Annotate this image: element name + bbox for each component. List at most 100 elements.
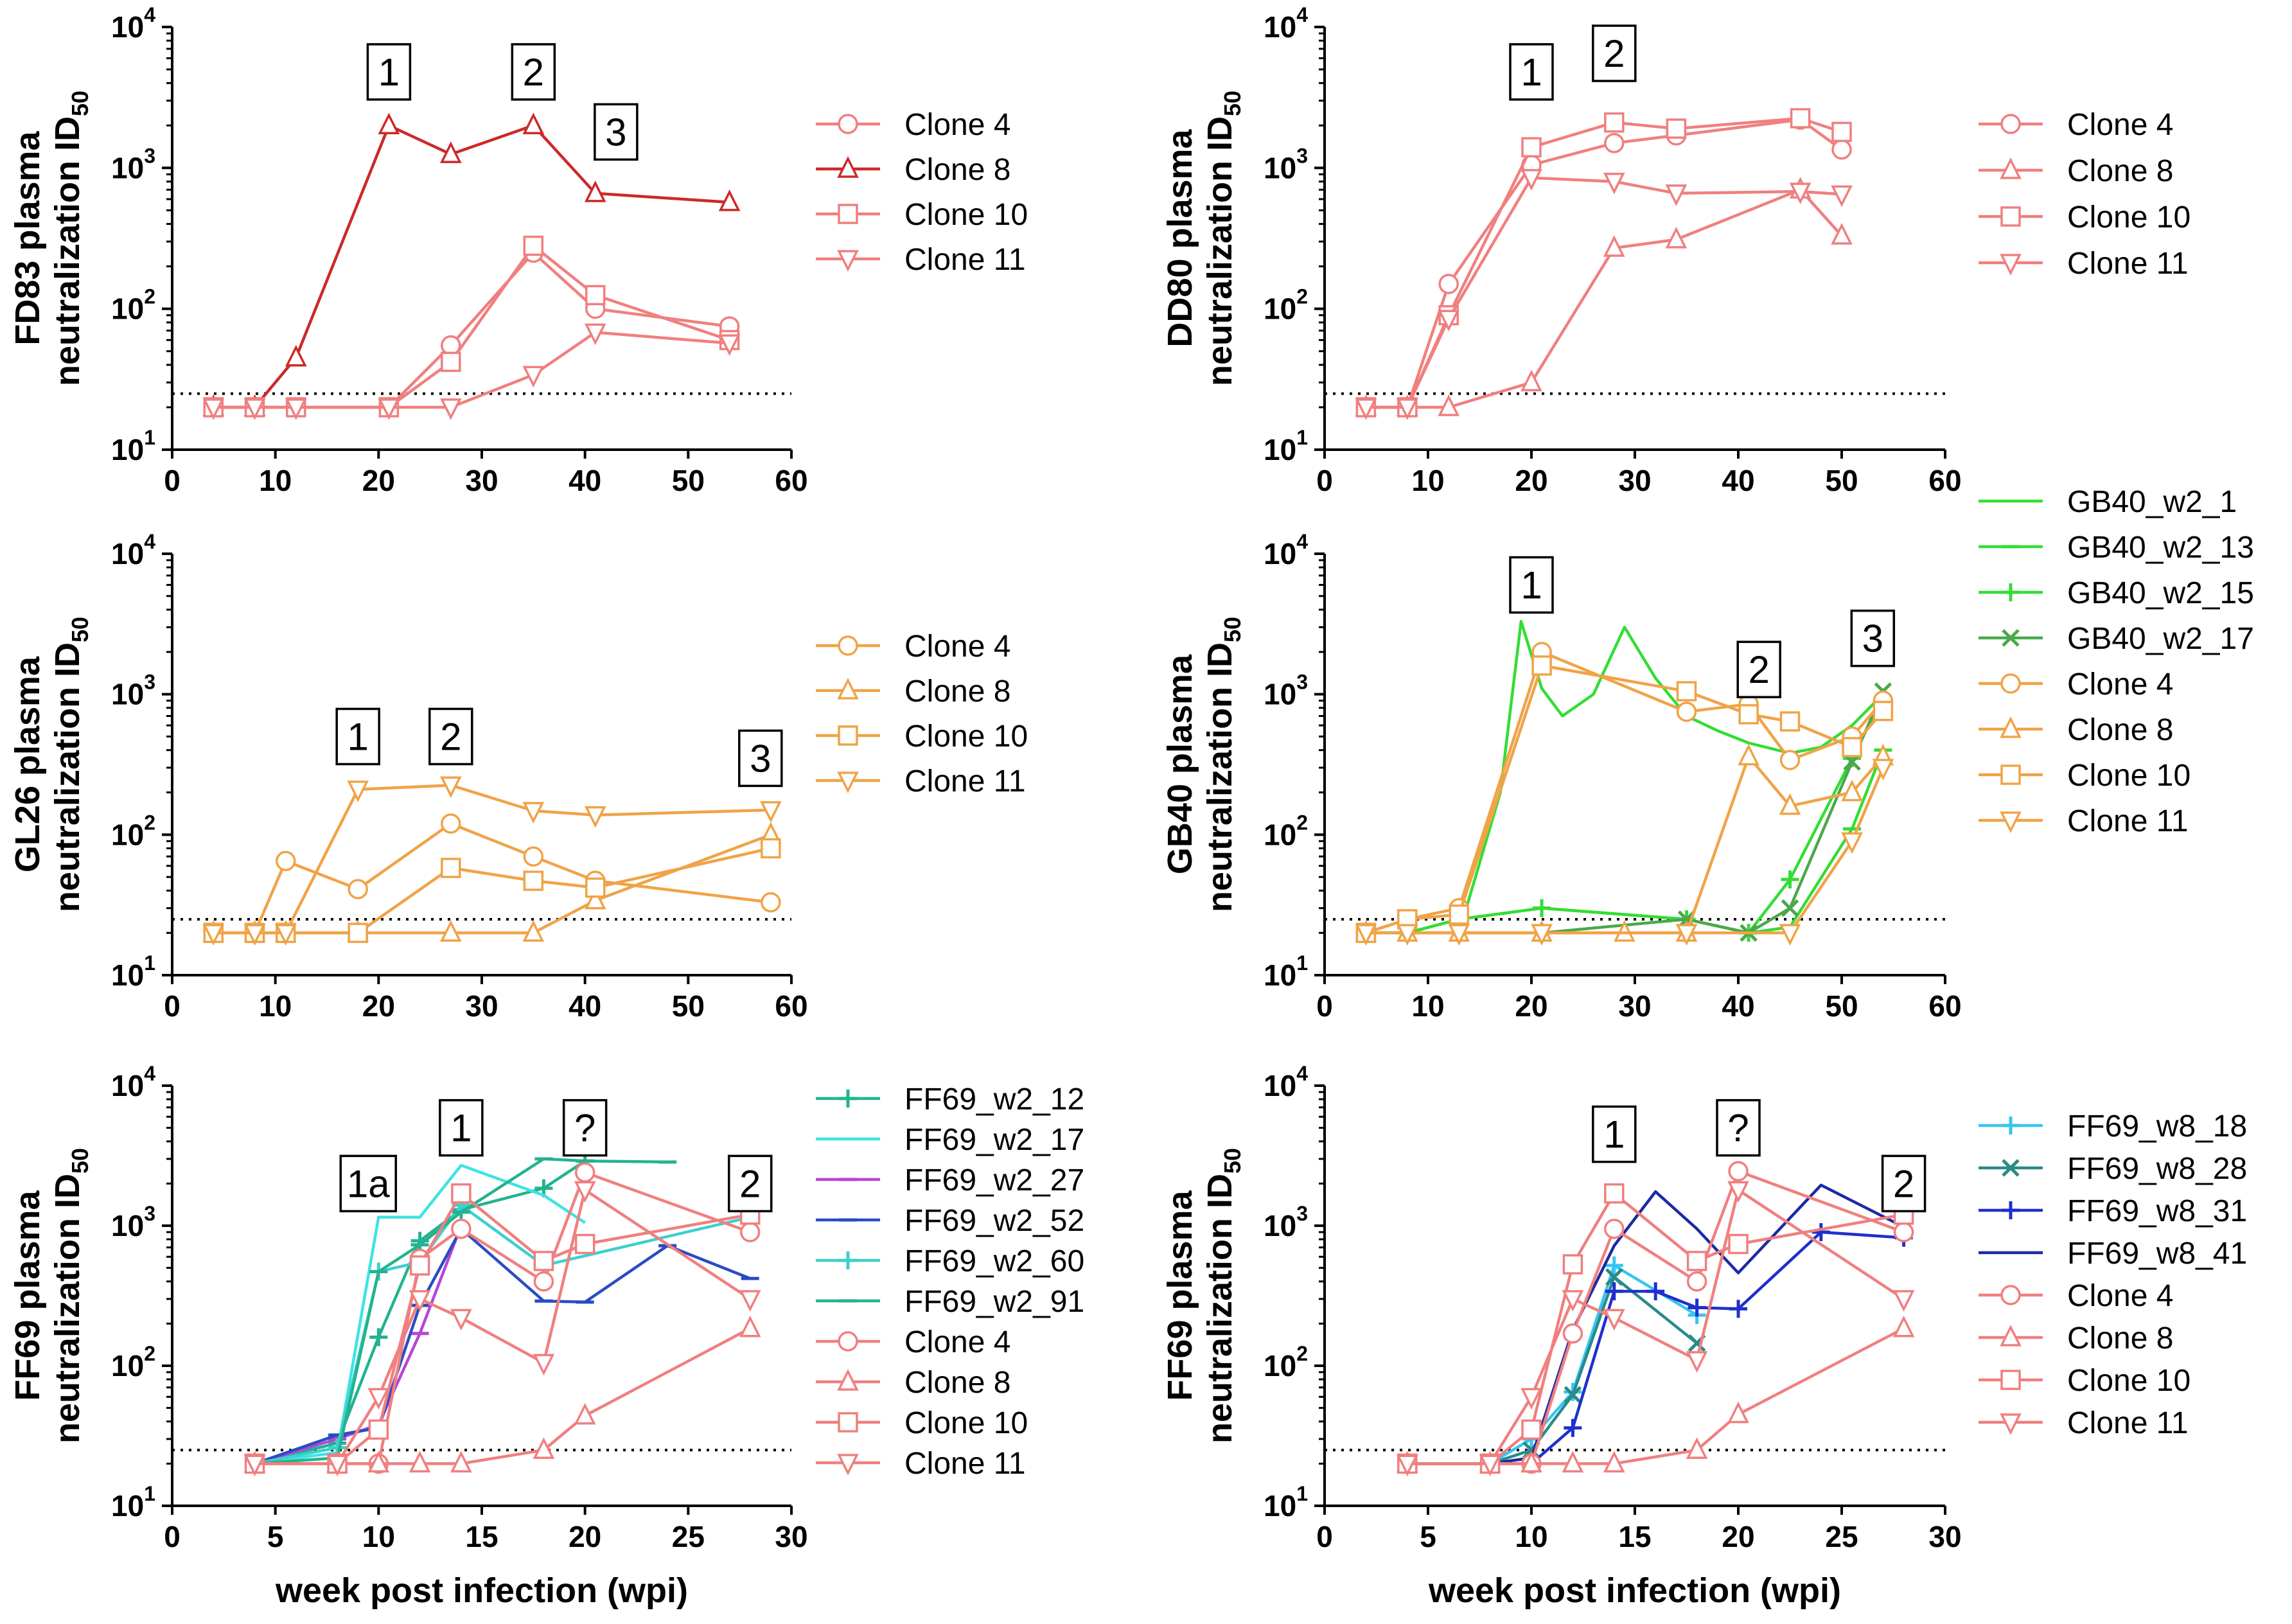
panel-ff69b: 0 5 10 15 20 25 30 101 102 103 104 FF69 plasma neutr… xyxy=(1161,1062,2247,1610)
y-tick-label: 103 xyxy=(1264,144,1308,184)
legend-label: Clone 4 xyxy=(2067,1279,2173,1313)
legend-marker xyxy=(837,250,859,272)
y-tick-label: 103 xyxy=(111,671,155,711)
y-tick-label: 103 xyxy=(1264,671,1308,711)
legend-marker xyxy=(2002,1201,2020,1219)
annotation-label: 2 xyxy=(1893,1162,1914,1205)
series-line xyxy=(1366,767,1885,935)
data-point xyxy=(1841,832,1863,854)
data-point xyxy=(1688,1298,1706,1317)
data-point xyxy=(1738,704,1759,725)
data-point xyxy=(274,924,297,946)
legend-marker xyxy=(838,725,858,746)
annotation-label: 3 xyxy=(605,110,626,154)
annotation-box: 2 xyxy=(1592,24,1637,82)
data-point xyxy=(1604,112,1625,133)
data-point xyxy=(409,1451,431,1473)
data-point xyxy=(1564,1418,1582,1437)
series-line xyxy=(1366,176,1842,409)
data-point xyxy=(243,398,266,420)
series-line xyxy=(254,1227,751,1465)
legend-marker xyxy=(838,114,858,134)
annotation-box: 1a xyxy=(339,1154,398,1213)
data-point xyxy=(202,398,225,420)
series-clone-10 xyxy=(244,1183,761,1474)
data-point xyxy=(1676,702,1697,722)
annotation-label: 3 xyxy=(1862,617,1883,660)
data-point xyxy=(1781,870,1799,889)
series-clone-11 xyxy=(202,323,741,420)
x-tick-label: 5 xyxy=(267,1520,284,1553)
legend-marker xyxy=(838,1331,858,1352)
legend-label: Clone 11 xyxy=(2067,247,2189,281)
data-point xyxy=(584,806,606,828)
y-tick-label: 101 xyxy=(111,426,155,466)
legend-entry: FF69_w8_18 xyxy=(1979,1109,2247,1143)
legend: Clone 4 Clone 8 Clone 10 Clone 11 xyxy=(1979,108,2191,281)
legend-entry: Clone 4 xyxy=(816,1325,1010,1359)
series-line xyxy=(1366,188,1843,409)
series-line xyxy=(1365,650,1885,935)
data-point xyxy=(1355,398,1377,420)
annotation-box: 2 xyxy=(428,707,473,766)
legend-label: Clone 8 xyxy=(904,675,1010,709)
annotation-label: 1 xyxy=(378,51,400,94)
data-point xyxy=(533,1354,555,1376)
data-point xyxy=(739,1222,761,1242)
annotation-box: 3 xyxy=(738,729,783,788)
x-tick-label: 0 xyxy=(164,464,181,497)
y-axis-title-line2: neutralization ID50 xyxy=(48,617,93,912)
data-point xyxy=(1686,1351,1708,1373)
legend-label: FF69_w8_28 xyxy=(2067,1152,2247,1186)
series-line xyxy=(1365,664,1885,935)
data-point xyxy=(761,838,781,859)
data-point xyxy=(1603,235,1625,257)
y-tick-label: 102 xyxy=(111,1342,155,1382)
data-point xyxy=(574,1233,595,1255)
x-tick-label: 40 xyxy=(1722,464,1754,497)
series-line xyxy=(1366,620,1884,935)
legend-marker xyxy=(837,772,859,793)
data-point xyxy=(1812,1222,1830,1241)
data-point xyxy=(718,189,741,211)
series-clone-4 xyxy=(203,242,740,418)
legend-label: GB40_w2_13 xyxy=(2067,531,2254,565)
series-line xyxy=(1407,1264,1698,1465)
annotation-label: ? xyxy=(1727,1107,1749,1150)
data-point xyxy=(1564,1386,1582,1404)
series-line xyxy=(1407,1183,1905,1465)
data-point xyxy=(522,366,545,388)
y-axis-title-line2: neutralization ID50 xyxy=(1201,617,1246,912)
legend-label: Clone 11 xyxy=(904,764,1026,799)
data-point xyxy=(1779,793,1801,815)
legend-label: Clone 8 xyxy=(904,153,1010,187)
annotation-label: 1 xyxy=(1603,1113,1625,1156)
annotation-box: 2 xyxy=(511,43,556,101)
legend-label: Clone 8 xyxy=(904,1366,1010,1400)
legend-entry: FF69_w8_31 xyxy=(1979,1194,2247,1228)
legend-label: FF69_w2_91 xyxy=(904,1285,1084,1319)
series-line xyxy=(213,244,730,409)
legend-marker xyxy=(2002,1116,2020,1134)
legend: Clone 4 Clone 8 Clone 10 Clone 11 xyxy=(816,630,1028,799)
x-tick-label: 10 xyxy=(1411,989,1444,1023)
series-line xyxy=(213,833,771,935)
y-axis-title-line2: neutralization ID50 xyxy=(48,91,93,386)
x-tick-label: 0 xyxy=(164,1520,181,1553)
legend-entry: GB40_w2_15 xyxy=(1979,576,2254,610)
series-line xyxy=(254,1188,751,1465)
series-ff69-w2-12 xyxy=(245,1152,594,1473)
data-point xyxy=(439,398,462,420)
legend-entry: Clone 8 xyxy=(1979,1321,2173,1355)
data-point xyxy=(1521,169,1542,191)
legend-entry: Clone 4 xyxy=(816,630,1010,664)
legend-marker xyxy=(837,1454,859,1476)
annotation-box: ? xyxy=(1716,1099,1761,1157)
data-point xyxy=(439,920,462,942)
series-clone-4 xyxy=(1355,642,1894,943)
series-clone-8 xyxy=(1355,177,1853,416)
series-clone-11 xyxy=(1396,1181,1915,1477)
legend-entry: Clone 10 xyxy=(1979,200,2191,234)
legend-marker xyxy=(2000,254,2022,276)
legend-entry: FF69_w2_52 xyxy=(816,1204,1084,1238)
